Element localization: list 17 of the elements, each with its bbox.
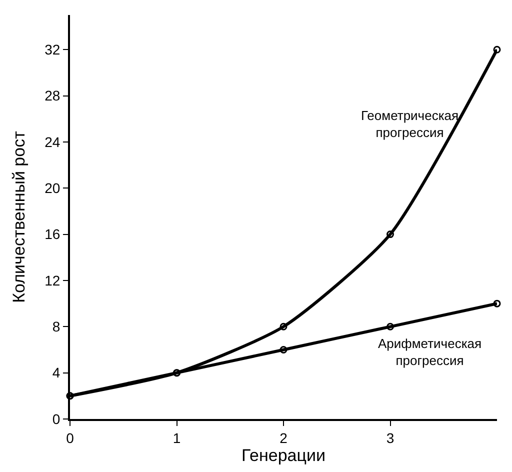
y-axis-title: Количественный рост bbox=[10, 130, 29, 303]
x-tick-label: 0 bbox=[66, 430, 74, 446]
y-tick-label: 32 bbox=[44, 42, 60, 58]
x-axis-title: Генерации bbox=[241, 446, 326, 465]
x-tick-label: 1 bbox=[172, 430, 181, 446]
y-tick-label: 0 bbox=[52, 410, 60, 427]
y-tick-label: 20 bbox=[44, 180, 60, 196]
y-tick-label: 12 bbox=[44, 272, 60, 288]
y-tick-label: 24 bbox=[44, 134, 60, 150]
y-tick-label: 8 bbox=[52, 318, 60, 335]
y-tick-label: 28 bbox=[44, 88, 60, 104]
series-label: Геометрическая прогрессия bbox=[361, 108, 459, 140]
series-label: Арифметическая прогрессия bbox=[378, 336, 482, 368]
y-tick-label: 16 bbox=[44, 226, 60, 242]
x-tick-label: 2 bbox=[280, 430, 288, 446]
x-tick-label: 3 bbox=[386, 430, 394, 446]
y-tick-label: 4 bbox=[52, 364, 60, 381]
